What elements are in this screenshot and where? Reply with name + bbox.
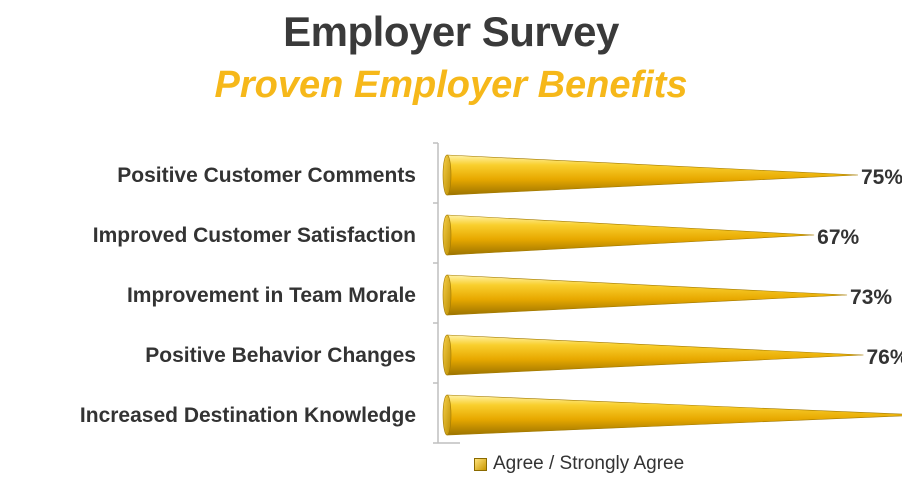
bar [446, 334, 864, 376]
chart-title: Employer Survey [283, 8, 619, 55]
bar [446, 154, 859, 196]
chart-subtitle: Proven Employer Benefits [214, 64, 688, 106]
legend: Agree / Strongly Agree [474, 453, 684, 475]
category-label: Positive Customer Comments [117, 164, 416, 187]
value-label: 73% [850, 286, 892, 309]
bar [446, 394, 902, 436]
bar-base-cap [442, 154, 452, 196]
bar-base-cap [442, 214, 452, 256]
bar [446, 274, 848, 316]
value-label: 76% [866, 346, 902, 369]
legend-swatch [474, 457, 487, 471]
category-label: Increased Destination Knowledge [80, 404, 416, 427]
bar [446, 214, 815, 256]
category-label: Improved Customer Satisfaction [93, 224, 416, 247]
bar-base-cap [442, 274, 452, 316]
bar-base-cap [442, 394, 452, 436]
bar-base-cap [442, 334, 452, 376]
category-label: Positive Behavior Changes [145, 344, 416, 367]
value-label: 75% [861, 166, 902, 189]
category-label: Improvement in Team Morale [127, 284, 416, 307]
value-label: 67% [817, 226, 859, 249]
legend-label: Agree / Strongly Agree [493, 453, 685, 474]
